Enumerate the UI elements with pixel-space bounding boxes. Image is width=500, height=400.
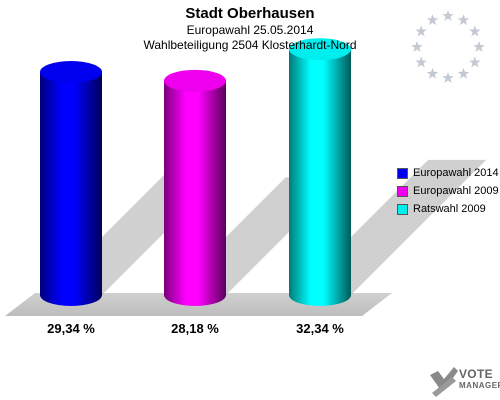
chart-subtitle: Europawahl 25.05.2014 <box>186 23 314 37</box>
legend-label: Ratswahl 2009 <box>413 203 486 215</box>
bars <box>40 38 351 307</box>
vote-manager-logo: VOTE MANAGER <box>426 365 500 399</box>
eu-star <box>415 25 427 37</box>
legend-item: Ratswahl 2009 <box>397 200 499 218</box>
bar <box>289 38 351 306</box>
value-label: 28,18 % <box>171 321 219 336</box>
bar <box>164 69 226 306</box>
eu-star <box>473 41 485 52</box>
logo-text: VOTE MANAGER <box>459 367 500 391</box>
chart-subtitle-2: Wahlbeteiligung 2504 Klosterhardt-Nord <box>143 38 357 52</box>
value-labels: 29,34 % 28,18 % 32,34 % <box>47 321 344 336</box>
chart-title: Stadt Oberhausen <box>185 5 315 22</box>
legend-label: Europawahl 2014 <box>413 167 499 179</box>
eu-stars-icon <box>411 10 485 83</box>
legend-label: Europawahl 2009 <box>413 185 499 197</box>
bar-body <box>164 80 226 306</box>
logo-line1: VOTE <box>459 367 493 381</box>
eu-star <box>411 41 423 52</box>
legend: Europawahl 2014 Europawahl 2009 Ratswahl… <box>397 164 499 218</box>
bar-body <box>289 49 351 306</box>
legend-item: Europawahl 2009 <box>397 182 499 200</box>
bar <box>40 61 102 307</box>
legend-swatch <box>397 167 408 179</box>
value-label: 32,34 % <box>296 321 344 336</box>
eu-star <box>469 25 481 37</box>
legend-swatch <box>397 203 408 215</box>
eu-star <box>426 67 439 79</box>
bar-body <box>40 72 102 307</box>
value-label: 29,34 % <box>47 321 95 336</box>
bar-top <box>40 61 102 84</box>
eu-star <box>426 14 439 25</box>
legend-swatch <box>397 185 408 197</box>
eu-star <box>469 56 481 68</box>
legend-item: Europawahl 2014 <box>397 164 499 182</box>
eu-star <box>457 67 470 79</box>
eu-star <box>457 14 470 25</box>
eu-star <box>415 56 427 68</box>
checkmark-x-icon <box>430 367 458 397</box>
logo-line2: MANAGER <box>459 381 500 390</box>
eu-star <box>442 72 454 83</box>
eu-star <box>442 10 454 21</box>
bar-top <box>289 38 351 61</box>
bar-top <box>164 69 226 92</box>
